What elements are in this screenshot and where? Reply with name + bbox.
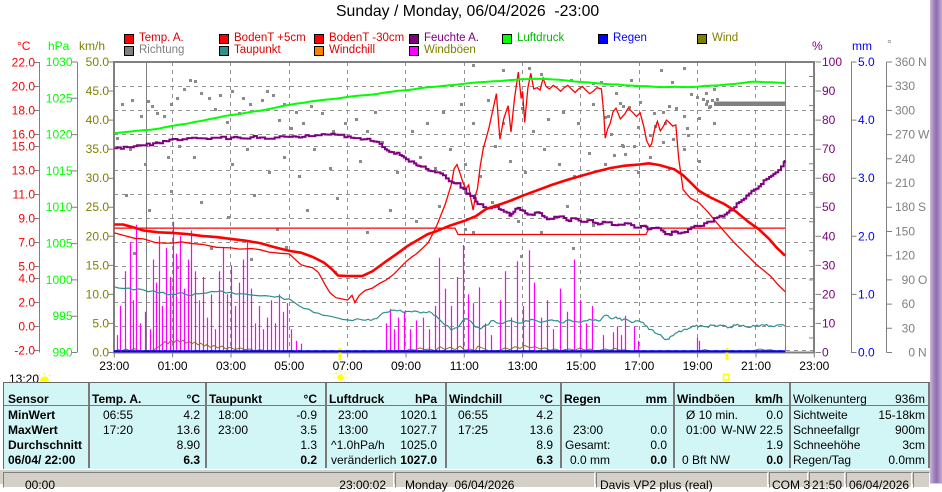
svg-text:70: 70 bbox=[822, 142, 836, 156]
svg-text:60: 60 bbox=[822, 171, 836, 185]
svg-text:0: 0 bbox=[908, 346, 915, 360]
svg-text:2.0: 2.0 bbox=[858, 229, 875, 243]
svg-text:13:00: 13:00 bbox=[508, 359, 538, 373]
svg-text:20: 20 bbox=[822, 287, 836, 301]
svg-text:1010: 1010 bbox=[46, 200, 73, 214]
svg-text:11.0: 11.0 bbox=[13, 188, 36, 202]
svg-text:45.0: 45.0 bbox=[86, 84, 110, 98]
svg-text:19:00: 19:00 bbox=[683, 359, 713, 373]
svg-text:360: 360 bbox=[895, 55, 915, 69]
svg-text:1030: 1030 bbox=[46, 55, 73, 69]
svg-text:90: 90 bbox=[822, 84, 836, 98]
svg-text:30: 30 bbox=[902, 321, 916, 335]
svg-text:20.0: 20.0 bbox=[12, 80, 36, 94]
svg-text:23:00: 23:00 bbox=[799, 359, 829, 373]
svg-text:10.0: 10.0 bbox=[86, 287, 110, 301]
svg-text:3.0: 3.0 bbox=[858, 171, 875, 185]
svg-text:30: 30 bbox=[822, 258, 836, 272]
svg-text:40.0: 40.0 bbox=[86, 113, 110, 127]
svg-text:990: 990 bbox=[52, 346, 72, 360]
svg-text:150: 150 bbox=[895, 225, 915, 239]
svg-text:01:00: 01:00 bbox=[158, 359, 188, 373]
svg-text:5.0: 5.0 bbox=[858, 55, 875, 69]
svg-text:4.0: 4.0 bbox=[858, 113, 875, 127]
svg-text:23:00: 23:00 bbox=[99, 359, 129, 373]
svg-text:7.0: 7.0 bbox=[18, 236, 35, 250]
svg-text:300: 300 bbox=[895, 103, 915, 117]
svg-text:9.0: 9.0 bbox=[18, 212, 35, 226]
svg-text:S: S bbox=[918, 200, 926, 214]
svg-text:0.0: 0.0 bbox=[858, 346, 875, 360]
svg-text:0.0: 0.0 bbox=[92, 346, 109, 360]
svg-text:20.0: 20.0 bbox=[86, 229, 110, 243]
svg-text:210: 210 bbox=[895, 176, 915, 190]
svg-text:-2.0: -2.0 bbox=[14, 344, 35, 358]
svg-text:1.0: 1.0 bbox=[858, 287, 875, 301]
svg-text:100: 100 bbox=[822, 55, 842, 69]
svg-text:50: 50 bbox=[822, 200, 836, 214]
svg-text:W: W bbox=[918, 128, 930, 142]
svg-text:21:00: 21:00 bbox=[741, 359, 771, 373]
svg-text:90: 90 bbox=[902, 273, 916, 287]
svg-text:1020: 1020 bbox=[46, 128, 73, 142]
svg-text:995: 995 bbox=[52, 309, 72, 323]
svg-text:60: 60 bbox=[902, 297, 916, 311]
svg-text:N: N bbox=[918, 55, 927, 69]
svg-text:4.0: 4.0 bbox=[18, 272, 35, 286]
svg-text:180: 180 bbox=[895, 200, 915, 214]
svg-text:15.0: 15.0 bbox=[12, 140, 36, 154]
svg-text:35.0: 35.0 bbox=[86, 142, 110, 156]
svg-text:10: 10 bbox=[822, 316, 836, 330]
svg-text:5.0: 5.0 bbox=[18, 260, 35, 274]
svg-text:15.0: 15.0 bbox=[86, 258, 110, 272]
svg-text:1005: 1005 bbox=[46, 237, 73, 251]
svg-text:15:00: 15:00 bbox=[566, 359, 596, 373]
svg-text:0: 0 bbox=[822, 346, 829, 360]
svg-text:N: N bbox=[918, 346, 927, 360]
svg-text:50.0: 50.0 bbox=[86, 55, 110, 69]
svg-text:22.0: 22.0 bbox=[12, 56, 36, 70]
svg-text:330: 330 bbox=[895, 79, 915, 93]
svg-text:40: 40 bbox=[822, 229, 836, 243]
svg-text:0.0: 0.0 bbox=[18, 320, 35, 334]
svg-text:O: O bbox=[918, 273, 927, 287]
svg-text:2.0: 2.0 bbox=[18, 296, 35, 310]
svg-text:1000: 1000 bbox=[46, 273, 73, 287]
svg-text:16.0: 16.0 bbox=[12, 128, 36, 142]
svg-text:18.0: 18.0 bbox=[12, 104, 36, 118]
svg-text:1015: 1015 bbox=[46, 164, 73, 178]
svg-text:120: 120 bbox=[895, 249, 915, 263]
svg-text:13.0: 13.0 bbox=[12, 164, 36, 178]
svg-text:30.0: 30.0 bbox=[86, 171, 110, 185]
svg-text:25.0: 25.0 bbox=[86, 200, 110, 214]
svg-text:1025: 1025 bbox=[46, 91, 73, 105]
svg-text:11:00: 11:00 bbox=[450, 359, 479, 373]
svg-text:03:00: 03:00 bbox=[216, 359, 246, 373]
svg-text:17:00: 17:00 bbox=[624, 359, 654, 373]
svg-text:09:00: 09:00 bbox=[391, 359, 421, 373]
svg-text:5.0: 5.0 bbox=[92, 316, 109, 330]
svg-text:270: 270 bbox=[895, 128, 915, 142]
svg-text:05:00: 05:00 bbox=[274, 359, 304, 373]
svg-text:240: 240 bbox=[895, 152, 915, 166]
svg-text:80: 80 bbox=[822, 113, 836, 127]
svg-text:07:00: 07:00 bbox=[333, 359, 363, 373]
